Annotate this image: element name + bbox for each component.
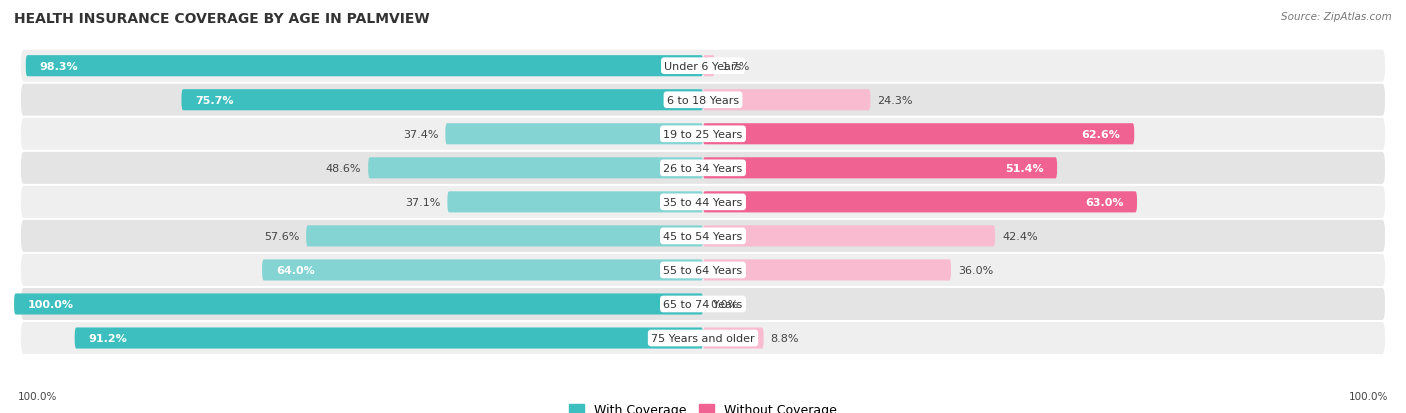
Text: 42.4%: 42.4% (1002, 231, 1038, 241)
Text: 65 to 74 Years: 65 to 74 Years (664, 299, 742, 309)
FancyBboxPatch shape (21, 85, 1385, 116)
FancyBboxPatch shape (21, 152, 1385, 184)
Text: 51.4%: 51.4% (1005, 164, 1043, 173)
FancyBboxPatch shape (21, 186, 1385, 218)
FancyBboxPatch shape (368, 158, 703, 179)
Legend: With Coverage, Without Coverage: With Coverage, Without Coverage (569, 403, 837, 413)
Text: 45 to 54 Years: 45 to 54 Years (664, 231, 742, 241)
FancyBboxPatch shape (25, 56, 703, 77)
FancyBboxPatch shape (21, 221, 1385, 252)
Text: 100.0%: 100.0% (18, 391, 58, 401)
Text: 37.1%: 37.1% (405, 197, 440, 207)
FancyBboxPatch shape (21, 119, 1385, 150)
Text: Under 6 Years: Under 6 Years (665, 62, 741, 71)
Text: 1.7%: 1.7% (721, 62, 749, 71)
Text: 62.6%: 62.6% (1081, 129, 1121, 140)
Text: 37.4%: 37.4% (404, 129, 439, 140)
Text: Source: ZipAtlas.com: Source: ZipAtlas.com (1281, 12, 1392, 22)
FancyBboxPatch shape (703, 56, 714, 77)
FancyBboxPatch shape (14, 294, 703, 315)
Text: 100.0%: 100.0% (1348, 391, 1388, 401)
FancyBboxPatch shape (21, 50, 1385, 83)
Text: 100.0%: 100.0% (28, 299, 75, 309)
Text: 19 to 25 Years: 19 to 25 Years (664, 129, 742, 140)
FancyBboxPatch shape (703, 260, 950, 281)
FancyBboxPatch shape (703, 158, 1057, 179)
Text: 36.0%: 36.0% (957, 265, 993, 275)
Text: 24.3%: 24.3% (877, 95, 912, 105)
Text: 48.6%: 48.6% (326, 164, 361, 173)
Text: 0.0%: 0.0% (710, 299, 738, 309)
FancyBboxPatch shape (75, 328, 703, 349)
FancyBboxPatch shape (447, 192, 703, 213)
Text: 57.6%: 57.6% (264, 231, 299, 241)
Text: 63.0%: 63.0% (1085, 197, 1123, 207)
Text: 64.0%: 64.0% (276, 265, 315, 275)
Text: HEALTH INSURANCE COVERAGE BY AGE IN PALMVIEW: HEALTH INSURANCE COVERAGE BY AGE IN PALM… (14, 12, 430, 26)
Text: 26 to 34 Years: 26 to 34 Years (664, 164, 742, 173)
FancyBboxPatch shape (703, 124, 1135, 145)
Text: 6 to 18 Years: 6 to 18 Years (666, 95, 740, 105)
Text: 98.3%: 98.3% (39, 62, 79, 71)
FancyBboxPatch shape (703, 226, 995, 247)
FancyBboxPatch shape (446, 124, 703, 145)
FancyBboxPatch shape (262, 260, 703, 281)
Text: 8.8%: 8.8% (770, 333, 799, 343)
FancyBboxPatch shape (21, 254, 1385, 286)
FancyBboxPatch shape (21, 322, 1385, 354)
Text: 75.7%: 75.7% (195, 95, 233, 105)
Text: 91.2%: 91.2% (89, 333, 127, 343)
FancyBboxPatch shape (21, 288, 1385, 320)
FancyBboxPatch shape (703, 90, 870, 111)
FancyBboxPatch shape (703, 192, 1137, 213)
FancyBboxPatch shape (307, 226, 703, 247)
FancyBboxPatch shape (181, 90, 703, 111)
Text: 35 to 44 Years: 35 to 44 Years (664, 197, 742, 207)
Text: 75 Years and older: 75 Years and older (651, 333, 755, 343)
Text: 55 to 64 Years: 55 to 64 Years (664, 265, 742, 275)
FancyBboxPatch shape (703, 328, 763, 349)
